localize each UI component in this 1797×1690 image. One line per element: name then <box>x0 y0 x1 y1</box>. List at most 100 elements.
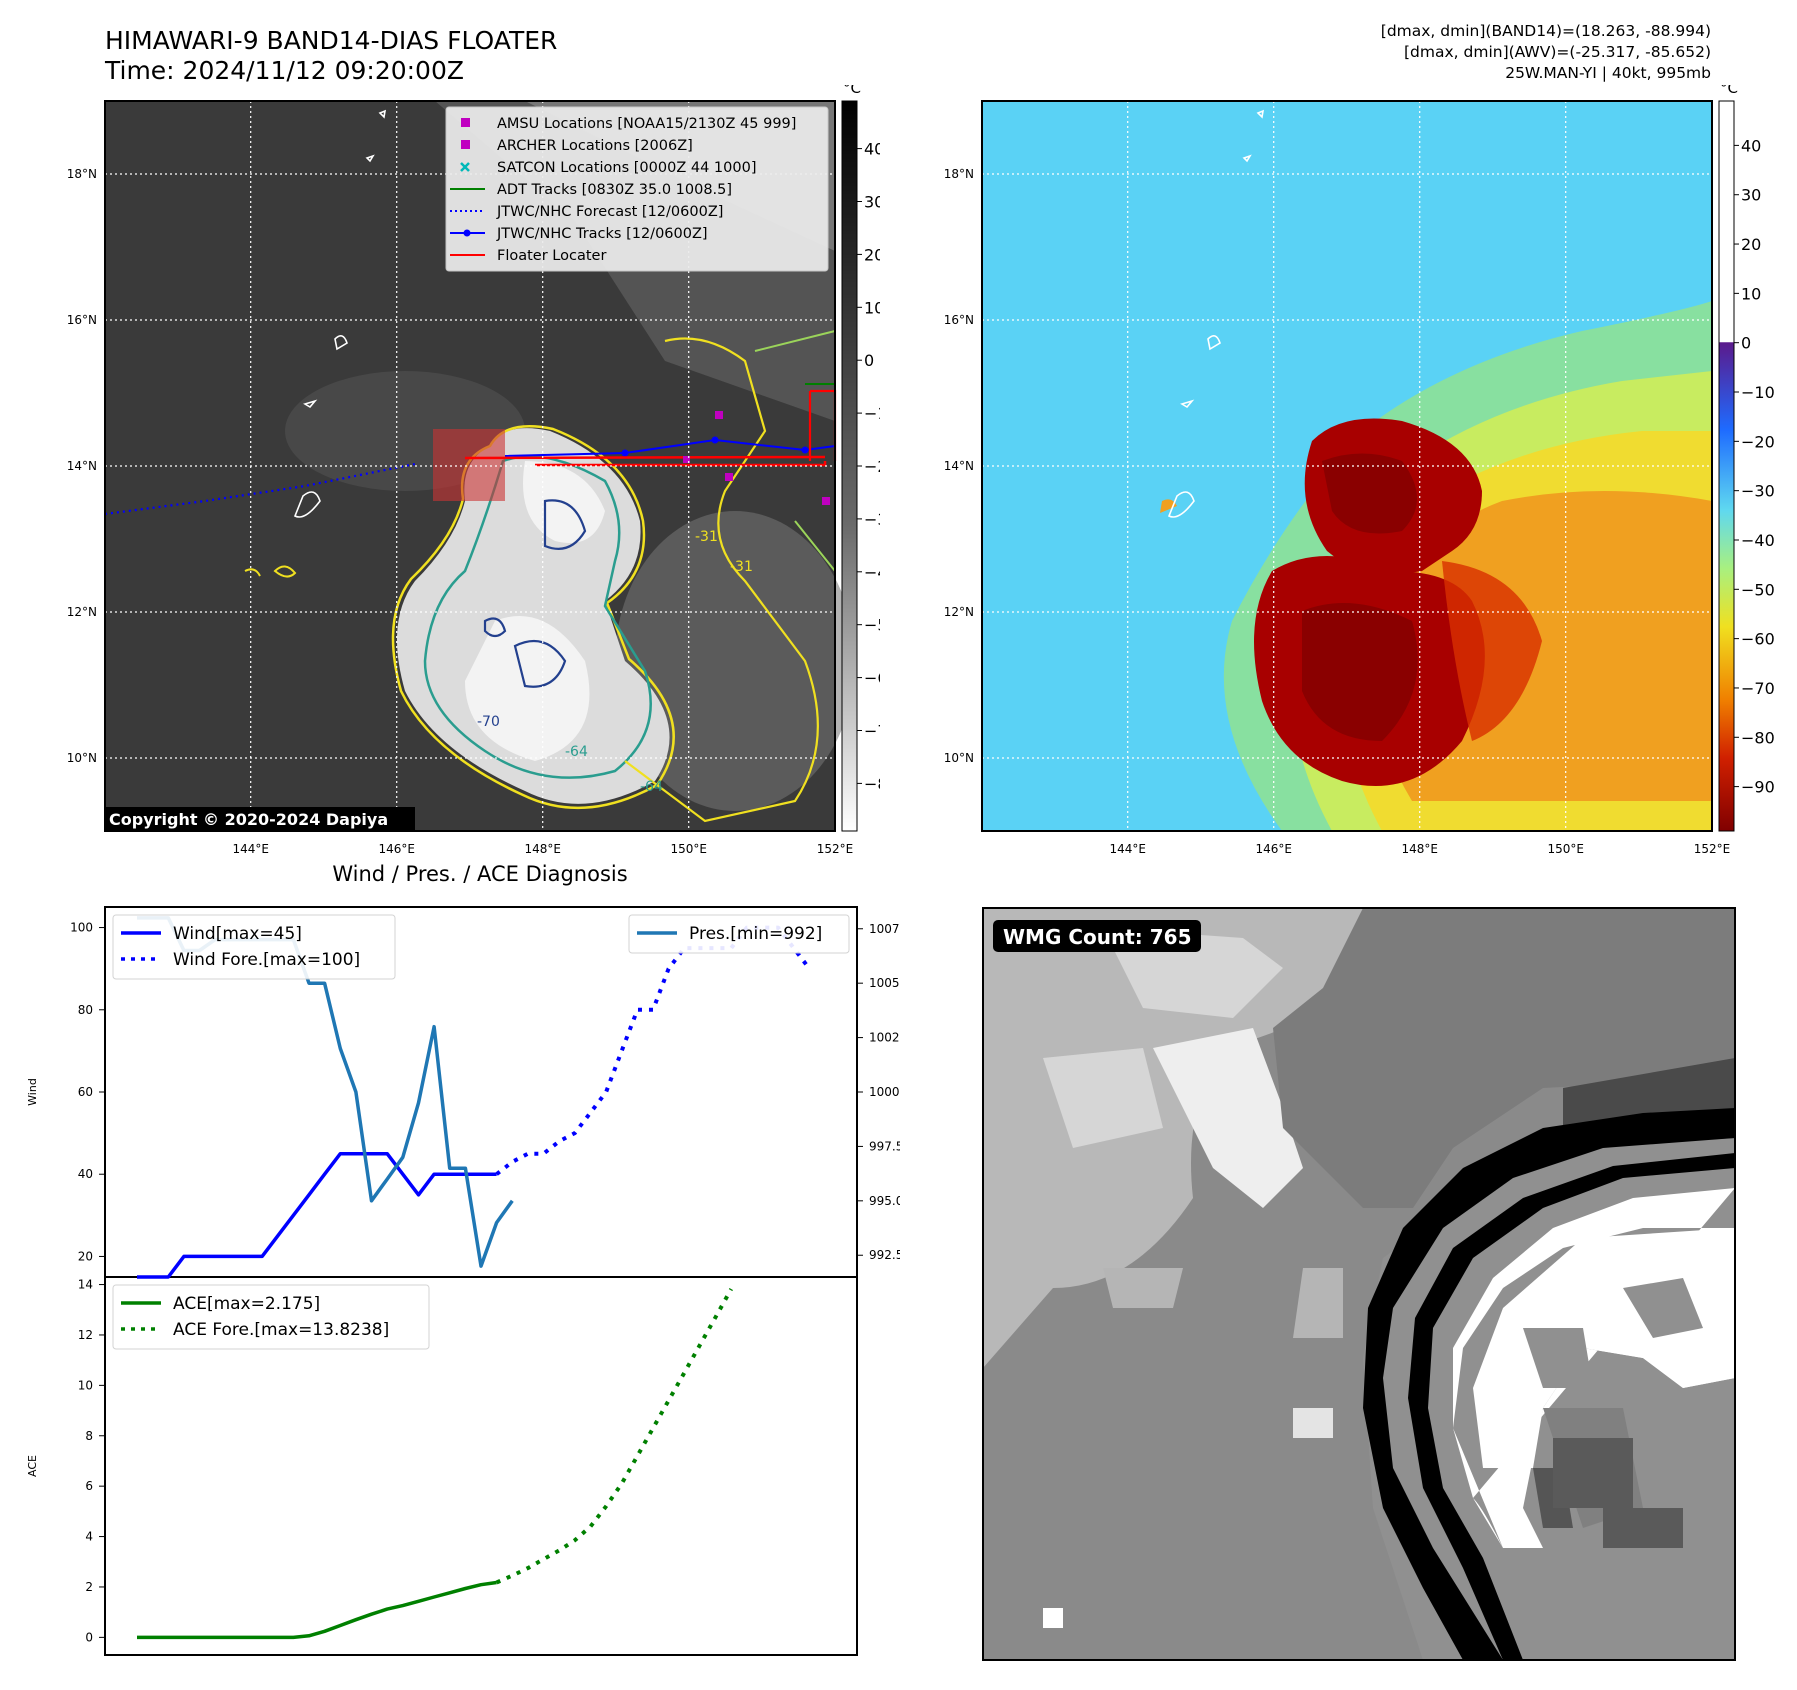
floater-box <box>433 429 505 501</box>
y-tick-label: 997.5 <box>869 1139 900 1153</box>
legend-label: JTWC/NHC Tracks [12/0600Z] <box>496 226 708 242</box>
y-tick-label: 1002.5 <box>869 1031 900 1045</box>
y-tick-label: 8 <box>85 1429 93 1443</box>
island-outlines <box>293 109 387 518</box>
figure-time: Time: 2024/11/12 09:20:00Z <box>105 56 464 85</box>
map-legend: AMSU Locations [NOAA15/2130Z 45 999] ARCH… <box>445 106 829 272</box>
chart-legend-label: Wind[max=45] <box>173 924 302 944</box>
lat-tick-label: 12°N <box>67 605 97 619</box>
y-tick-label: 12 <box>78 1328 93 1342</box>
y-tick-label: 995.0 <box>869 1194 900 1208</box>
legend-entry: ADT Tracks [0830Z 35.0 1008.5] <box>450 182 732 198</box>
y-tick-label: 80 <box>78 1003 93 1017</box>
contour-label: -31 <box>730 559 753 575</box>
lon-tick-label: 146°E <box>1255 842 1292 856</box>
floater-locater-line <box>464 455 827 467</box>
legend-label: ADT Tracks [0830Z 35.0 1008.5] <box>497 182 732 198</box>
contour-label: -70 <box>477 714 500 730</box>
chart-legend: Wind[max=45] Wind Fore.[max=100] <box>112 914 396 980</box>
legend-entry: AMSU Locations [NOAA15/2130Z 45 999] <box>461 116 796 132</box>
color-colorbar-unit: °C <box>1720 85 1738 97</box>
colorbar-tick-label: 10 <box>1741 284 1761 303</box>
colorbar-tick-label: −60 <box>864 669 880 688</box>
contour-teal <box>423 455 652 779</box>
contour-label: -31 <box>695 529 718 545</box>
lat-tick-label: 12°N <box>944 605 974 619</box>
y-tick-label: 1005.0 <box>869 976 900 990</box>
y-tick-label: 6 <box>85 1479 93 1493</box>
chart-legend-label: ACE Fore.[max=13.8238] <box>173 1320 389 1340</box>
colorbar-tick-label: −30 <box>864 510 880 529</box>
legend-label: AMSU Locations [NOAA15/2130Z 45 999] <box>497 116 796 132</box>
legend-label: Floater Locater <box>497 248 606 264</box>
colorbar-tick-label: −50 <box>1741 580 1775 599</box>
colorbar-tick-label: 20 <box>864 245 880 264</box>
y-tick-label: 14 <box>78 1278 93 1292</box>
y-tick-label: 0 <box>85 1630 93 1644</box>
y-tick-label: 992.5 <box>869 1248 900 1262</box>
legend-entry: SATCON Locations [0000Z 44 1000] <box>460 160 756 176</box>
contour-label: -64 <box>640 779 663 795</box>
legend-entry: JTWC/NHC Forecast [12/0600Z] <box>450 204 723 220</box>
color-colorbar: °C 40 30 20 10 0 −10 −20 −30 −40 −50 −60 −70 −80 −90 <box>1718 85 1775 832</box>
lon-tick-label: 150°E <box>1547 842 1584 856</box>
colorbar-tick-label: −40 <box>864 563 880 582</box>
y-tick-label: 60 <box>78 1085 93 1099</box>
colorbar-tick-label: 40 <box>864 140 880 159</box>
colorbar-tick-label: −50 <box>864 616 880 635</box>
chart-legend-box <box>112 1284 430 1350</box>
wmg-panel: WMG Count: 765 <box>982 907 1736 1661</box>
legend-label: SATCON Locations [0000Z 44 1000] <box>497 160 756 176</box>
series-line-wind-fore- <box>495 925 811 1176</box>
lon-tick-label: 152°E <box>817 842 854 856</box>
lon-tick-label: 148°E <box>524 842 561 856</box>
contour-yellow <box>391 425 675 810</box>
colorbar-tick-label: 20 <box>1741 235 1761 254</box>
info-awv-range: [dmax, dmin](AWV)=(-25.317, -85.652) <box>1404 43 1711 61</box>
gray-colorbar-unit: °C <box>843 85 861 97</box>
colorbar-tick-label: −20 <box>1741 432 1775 451</box>
legend-entry: Floater Locater <box>450 248 606 264</box>
chart-legend-label: Wind Fore.[max=100] <box>173 950 360 970</box>
legend-square-marker <box>461 118 470 127</box>
lon-tick-label: 148°E <box>1401 842 1438 856</box>
gray-colorbar: °C 40 30 20 10 0 −10 −20 −30 −40 −50 −60 −70 −80 <box>841 85 880 832</box>
lon-tick-label: 150°E <box>670 842 707 856</box>
y-tick-label: 1000.0 <box>869 1085 900 1099</box>
amsu-marker <box>715 411 723 419</box>
chart-legend-label: Pres.[min=992] <box>689 924 822 944</box>
lon-tick-label: 152°E <box>1694 842 1731 856</box>
lat-tick-label: 18°N <box>944 167 974 181</box>
lat-tick-label: 18°N <box>67 167 97 181</box>
colorbar-tick-label: 30 <box>864 193 880 212</box>
chart-legend-box <box>628 914 850 954</box>
colorbar-tick-label: −40 <box>1741 531 1775 550</box>
forecast-track <box>104 462 416 516</box>
lon-tick-label: 144°E <box>232 842 269 856</box>
island-outlines <box>1167 109 1265 518</box>
colorbar-tick-label: −80 <box>864 774 880 793</box>
colorbar-tick-label: 0 <box>864 351 874 370</box>
colorbar-tick-label: −60 <box>1741 630 1775 649</box>
colorbar-tick-label: 0 <box>1741 334 1751 353</box>
y-tick-label: 40 <box>78 1167 93 1181</box>
colorbar-tick-label: −70 <box>1741 679 1775 698</box>
lat-tick-label: 14°N <box>67 459 97 473</box>
series-line-wind <box>137 1151 497 1279</box>
chart-legend: Pres.[min=992] <box>628 914 850 954</box>
colorbar-tick-label: 40 <box>1741 136 1761 155</box>
diagnosis-chart: 10080604020Wind1007.51005.01002.51000.09… <box>26 906 900 1656</box>
legend-label: ARCHER Locations [2006Z] <box>497 138 693 154</box>
chart-legend: ACE[max=2.175] ACE Fore.[max=13.8238] <box>112 1284 430 1350</box>
colorbar-tick-label: −30 <box>1741 482 1775 501</box>
lat-tick-label: 10°N <box>944 751 974 765</box>
legend-square-marker <box>461 140 470 149</box>
ir-map-panel: -31 -31 -64 -64 -70 AMSU Locations [NOAA… <box>67 85 880 856</box>
y-tick-label: 10 <box>78 1378 93 1392</box>
lat-tick-label: 14°N <box>944 459 974 473</box>
y-tick-label: 100 <box>70 921 93 935</box>
y-tick-label: 20 <box>78 1249 93 1263</box>
chart-legend-box <box>112 914 396 980</box>
colorbar-tick-label: −70 <box>864 721 880 740</box>
legend-entry: ARCHER Locations [2006Z] <box>461 138 693 154</box>
